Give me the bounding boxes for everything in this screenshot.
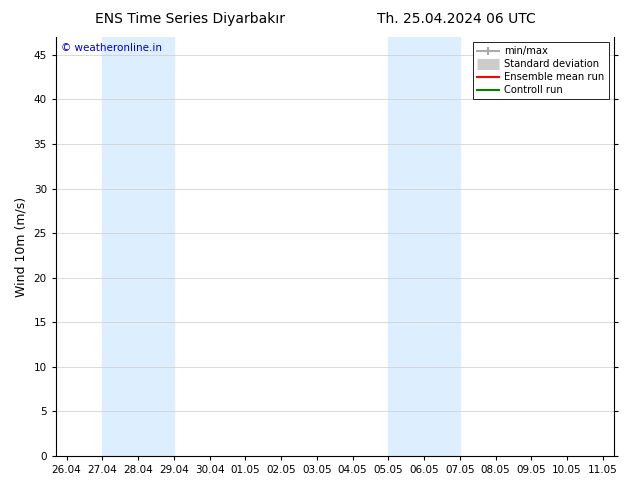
Text: © weatheronline.in: © weatheronline.in xyxy=(61,43,162,53)
Bar xyxy=(389,37,460,456)
Legend: min/max, Standard deviation, Ensemble mean run, Controll run: min/max, Standard deviation, Ensemble me… xyxy=(474,42,609,99)
Text: Th. 25.04.2024 06 UTC: Th. 25.04.2024 06 UTC xyxy=(377,12,536,26)
Y-axis label: Wind 10m (m/s): Wind 10m (m/s) xyxy=(15,196,28,296)
Bar xyxy=(102,37,174,456)
Text: ENS Time Series Diyarbakır: ENS Time Series Diyarbakır xyxy=(95,12,285,26)
